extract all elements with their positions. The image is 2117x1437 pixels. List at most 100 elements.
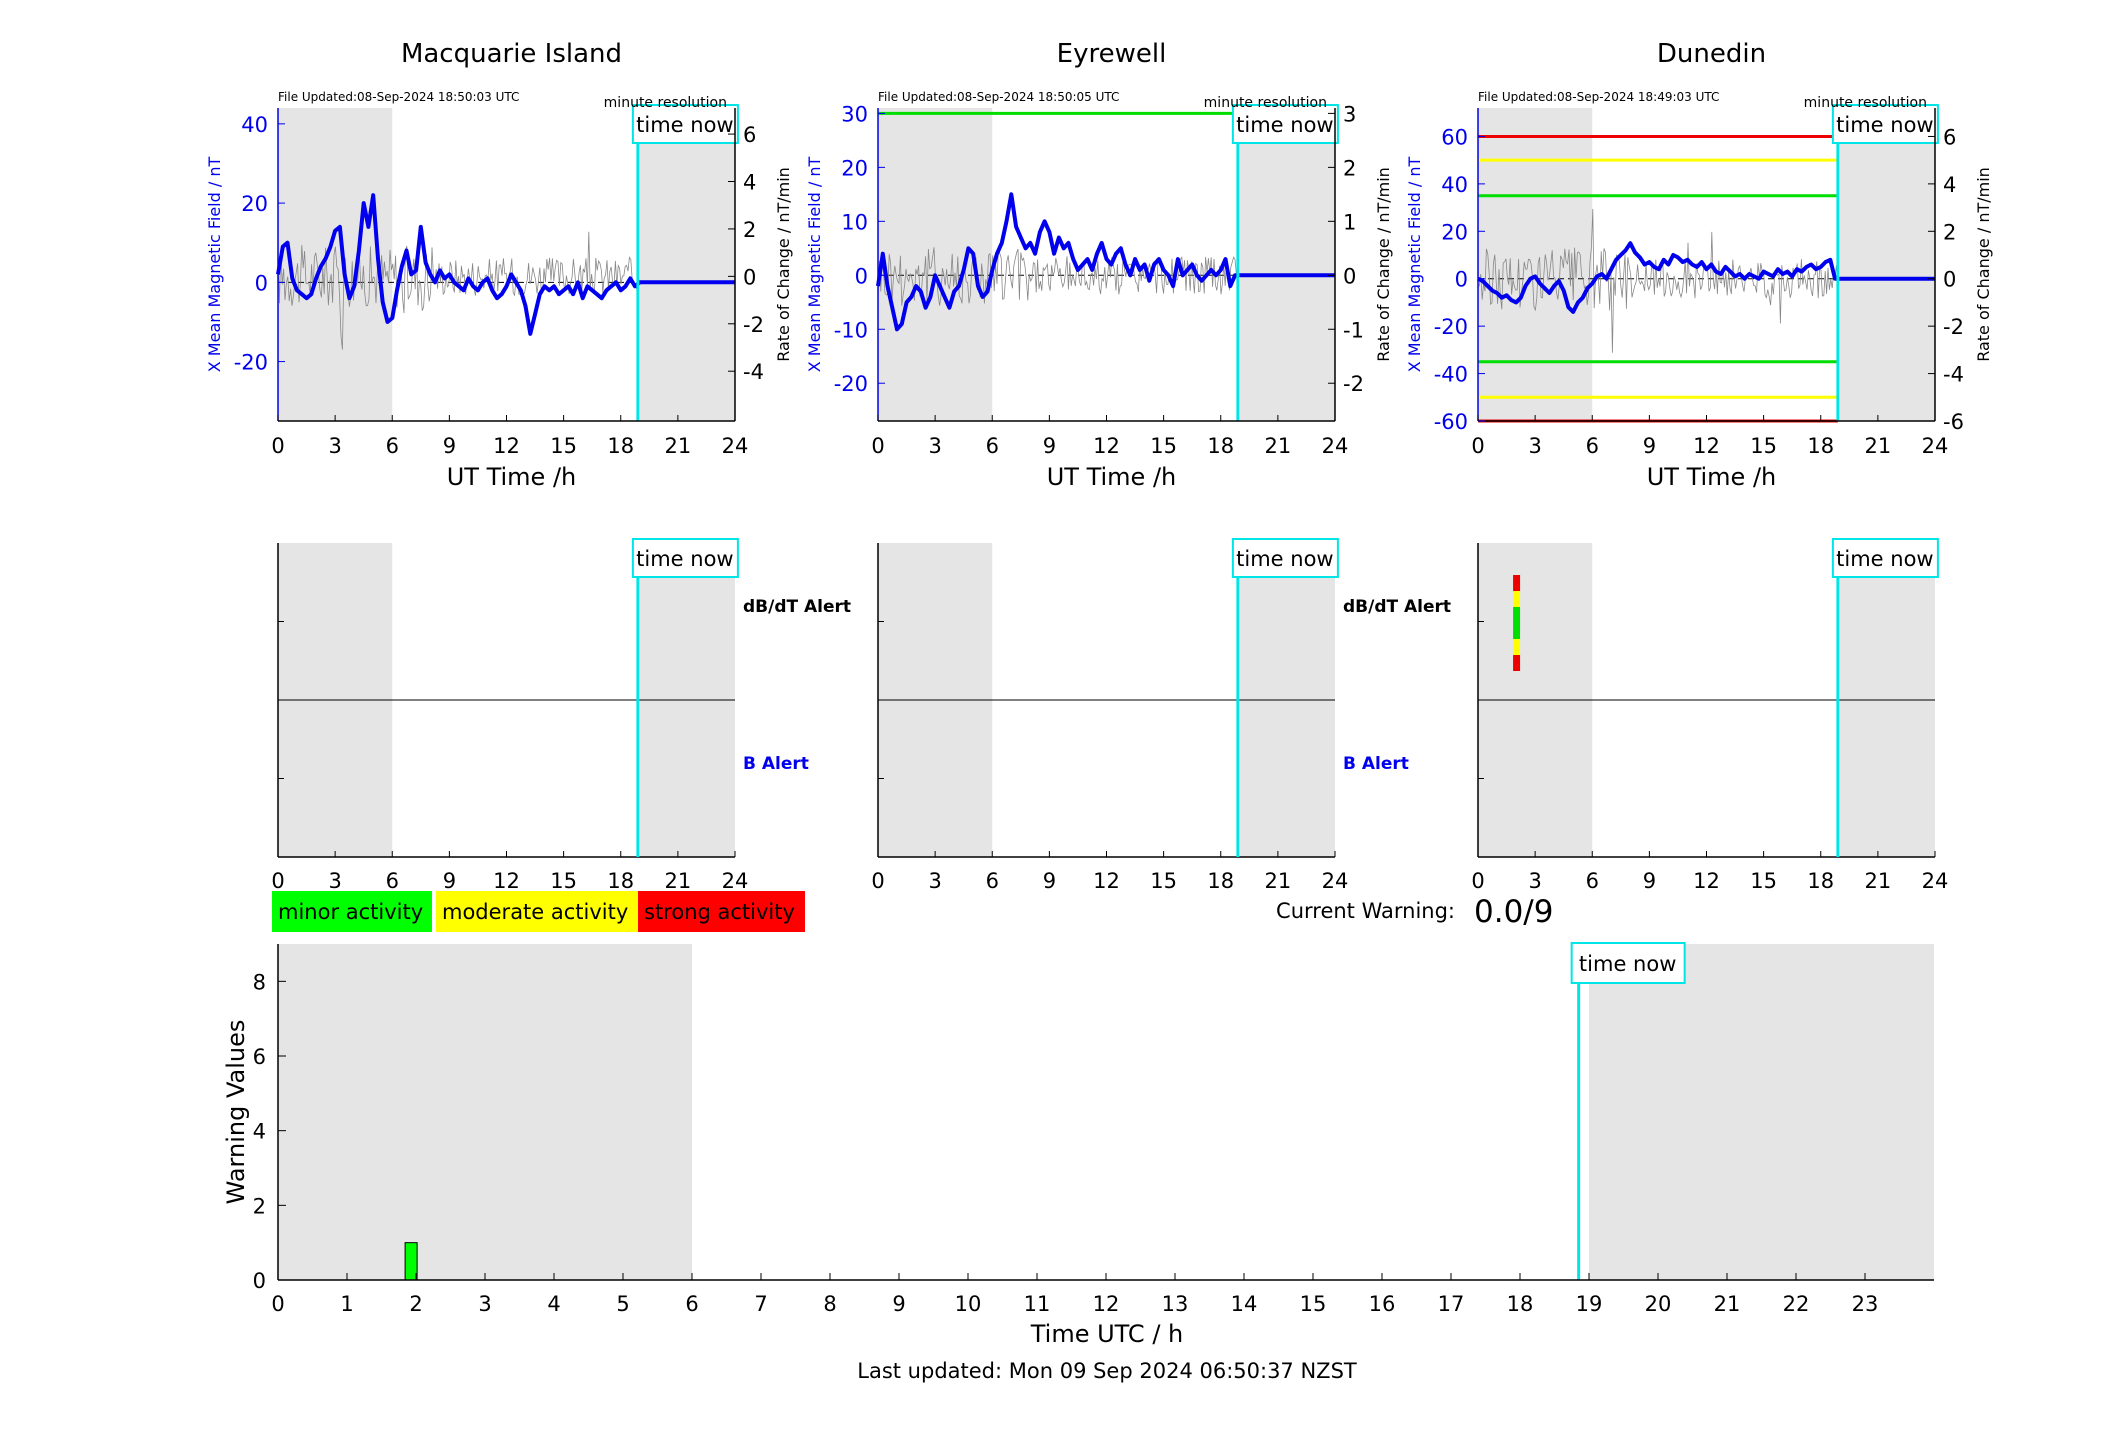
station-title: Macquarie Island bbox=[401, 39, 622, 69]
x-tick-label: 9 bbox=[1643, 434, 1656, 458]
x-tick-label: 0 bbox=[271, 869, 284, 893]
x-axis-label: UT Time /h bbox=[1647, 463, 1777, 491]
resolution-label: minute resolution bbox=[604, 95, 727, 111]
x-tick-label: 18 bbox=[1507, 1292, 1534, 1316]
left-tick-label: 40 bbox=[241, 113, 268, 137]
file-updated: File Updated:08-Sep-2024 18:50:05 UTC bbox=[878, 90, 1119, 104]
x-tick-label: 19 bbox=[1576, 1292, 1603, 1316]
legend-swatch-0 bbox=[272, 891, 432, 932]
y-axis-label: Warning Values bbox=[222, 1020, 250, 1205]
left-tick-label: -20 bbox=[234, 351, 268, 375]
x-tick-label: 12 bbox=[1693, 869, 1720, 893]
time-now-label: time now bbox=[1236, 113, 1333, 137]
x-tick-label: 7 bbox=[754, 1292, 767, 1316]
alert-marker-segment bbox=[1513, 639, 1521, 655]
x-tick-label: 6 bbox=[1586, 869, 1599, 893]
night-shading bbox=[1589, 944, 1934, 1280]
station-title: Dunedin bbox=[1657, 39, 1766, 69]
right-tick-label: 6 bbox=[743, 123, 756, 147]
x-tick-label: 15 bbox=[550, 869, 577, 893]
left-tick-label: -20 bbox=[1434, 315, 1468, 339]
resolution-label: minute resolution bbox=[1804, 95, 1927, 111]
left-tick-label: 60 bbox=[1441, 125, 1468, 149]
x-tick-label: 16 bbox=[1369, 1292, 1396, 1316]
time-now-box bbox=[1570, 942, 1686, 984]
x-tick-label: 13 bbox=[1162, 1292, 1189, 1316]
night-shading bbox=[1839, 108, 1935, 421]
legend-label-0: minor activity bbox=[278, 900, 423, 924]
right-tick-label: -2 bbox=[743, 313, 764, 337]
x-tick-label: 3 bbox=[1528, 434, 1541, 458]
x-tick-label: 12 bbox=[493, 434, 520, 458]
x-tick-label: 18 bbox=[1207, 869, 1234, 893]
alert-panel-0: time now dB/dT Alert B Alert 0 3 6 9 12 15 18 21 24 bbox=[271, 538, 851, 893]
right-axis-label: Rate of Change / nT/min bbox=[774, 167, 793, 362]
x-tick-label: 12 bbox=[1093, 1292, 1120, 1316]
right-tick-label: 2 bbox=[1343, 156, 1356, 180]
alert-marker-segment bbox=[1513, 575, 1521, 591]
x-tick-label: 24 bbox=[722, 434, 749, 458]
time-now-label: time now bbox=[636, 113, 733, 137]
right-tick-label: -1 bbox=[1343, 318, 1364, 342]
right-tick-label: 0 bbox=[1343, 264, 1356, 288]
time-now-box bbox=[631, 104, 739, 144]
x-tick-label: 3 bbox=[328, 434, 341, 458]
x-tick-label: 24 bbox=[1322, 869, 1349, 893]
x-tick-label: 18 bbox=[1207, 434, 1234, 458]
y-tick-label: 2 bbox=[253, 1194, 266, 1218]
right-tick-label: 4 bbox=[743, 171, 756, 195]
y-tick-label: 0 bbox=[253, 1269, 266, 1293]
magnetic-field-series bbox=[276, 193, 735, 336]
magnetic-field-series bbox=[1477, 241, 1935, 314]
right-tick-label: 1 bbox=[1343, 210, 1356, 234]
right-tick-label: -4 bbox=[743, 360, 764, 384]
magnetic-field-series bbox=[876, 192, 1335, 332]
x-tick-label: 9 bbox=[1643, 869, 1656, 893]
left-axis-label: X Mean Magnetic Field / nT bbox=[1405, 157, 1424, 373]
x-tick-label: 3 bbox=[928, 434, 941, 458]
x-tick-label: 15 bbox=[1150, 434, 1177, 458]
y-tick-label: 8 bbox=[253, 970, 266, 994]
left-tick-label: 20 bbox=[241, 192, 268, 216]
alert-marker-segment bbox=[1513, 623, 1521, 639]
x-tick-label: 9 bbox=[443, 434, 456, 458]
time-now-label: time now bbox=[1579, 952, 1676, 976]
x-tick-label: 6 bbox=[986, 869, 999, 893]
x-tick-label: 2 bbox=[409, 1292, 422, 1316]
x-tick-label: 0 bbox=[871, 869, 884, 893]
left-tick-label: 0 bbox=[855, 264, 868, 288]
x-tick-label: 14 bbox=[1231, 1292, 1258, 1316]
night-shading bbox=[278, 944, 692, 1280]
rate-of-change-series bbox=[1477, 208, 1839, 353]
night-shading bbox=[1239, 108, 1335, 421]
x-axis-label: UT Time /h bbox=[447, 463, 577, 491]
time-now-label: time now bbox=[1236, 547, 1333, 571]
x-tick-label: 6 bbox=[1586, 434, 1599, 458]
right-tick-label: 2 bbox=[743, 218, 756, 242]
x-tick-label: 11 bbox=[1024, 1292, 1051, 1316]
last-updated: Last updated: Mon 09 Sep 2024 06:50:37 N… bbox=[857, 1359, 1357, 1383]
legend-label-1: moderate activity bbox=[442, 900, 628, 924]
left-tick-label: 20 bbox=[841, 156, 868, 180]
alert-marker-segment bbox=[1513, 655, 1521, 671]
b-alert-label: B Alert bbox=[1343, 754, 1409, 774]
x-tick-label: 0 bbox=[1471, 434, 1484, 458]
x-tick-label: 18 bbox=[607, 434, 634, 458]
warning-bar bbox=[404, 1242, 418, 1281]
right-tick-label: -4 bbox=[1943, 363, 1964, 387]
x-tick-label: 0 bbox=[271, 434, 284, 458]
x-tick-label: 20 bbox=[1645, 1292, 1672, 1316]
x-tick-label: 9 bbox=[892, 1292, 905, 1316]
right-tick-label: 0 bbox=[1943, 268, 1956, 292]
left-tick-label: -40 bbox=[1434, 363, 1468, 387]
x-tick-label: 24 bbox=[1322, 434, 1349, 458]
x-tick-label: 21 bbox=[1865, 434, 1892, 458]
left-tick-label: -10 bbox=[834, 318, 868, 342]
x-tick-label: 0 bbox=[1471, 869, 1484, 893]
x-tick-label: 6 bbox=[386, 434, 399, 458]
x-tick-label: 21 bbox=[665, 434, 692, 458]
